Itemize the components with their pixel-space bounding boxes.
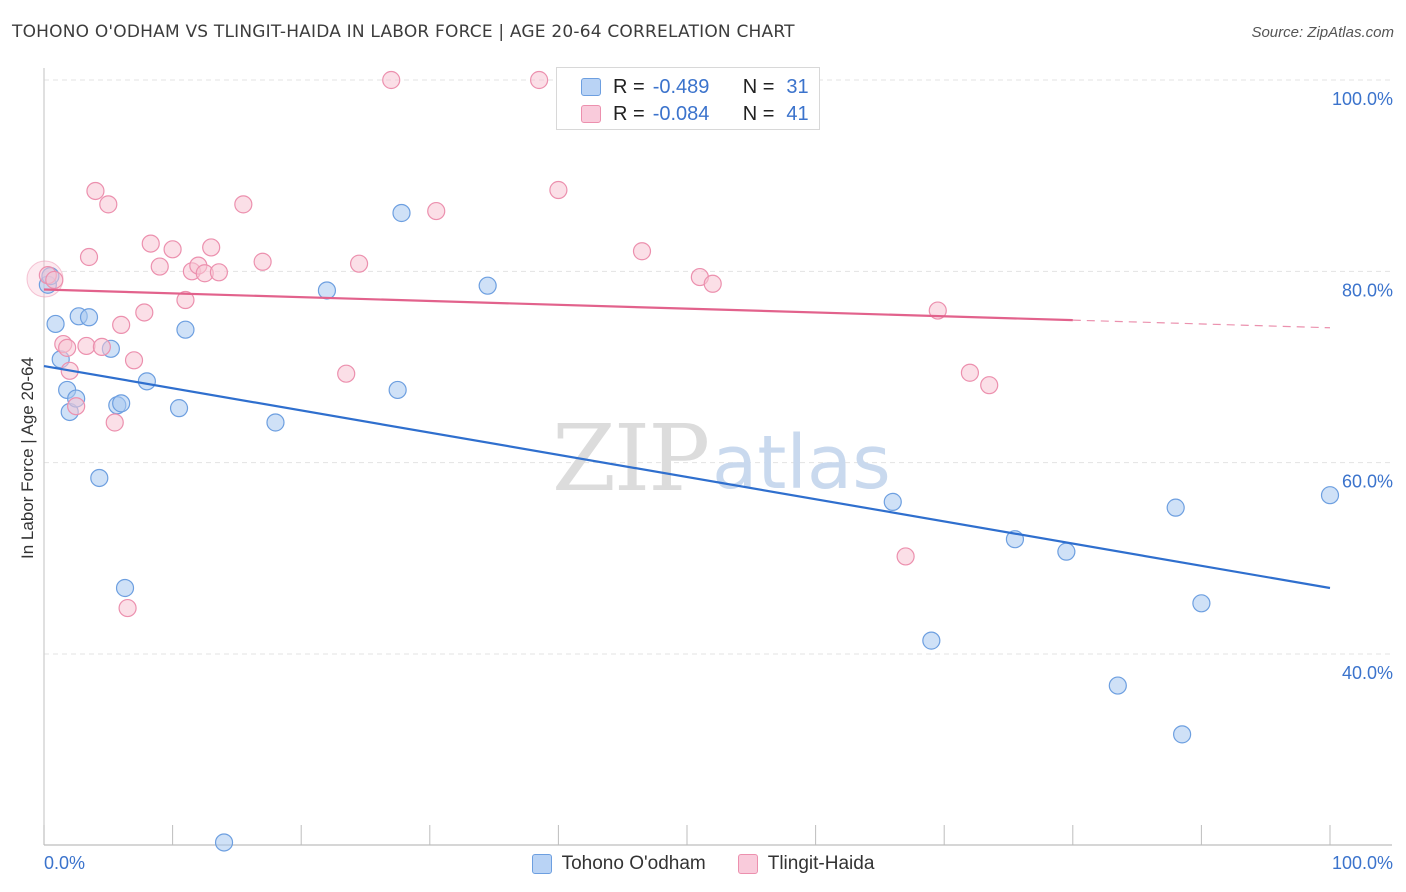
tohono-point bbox=[1173, 725, 1192, 744]
tohono-point bbox=[214, 833, 234, 852]
tlingit-point bbox=[349, 254, 369, 273]
tlingit-point bbox=[124, 351, 144, 370]
tlingit-r-value: -0.084 bbox=[652, 102, 710, 125]
y-axis-label: In Labor Force | Age 20-64 bbox=[18, 357, 37, 559]
legend-row-tohono: R = -0.489 N = 31 bbox=[581, 73, 809, 101]
tlingit-point bbox=[58, 338, 77, 357]
tohono-point bbox=[317, 281, 337, 300]
tohono-point bbox=[266, 413, 285, 432]
tohono-point bbox=[112, 394, 131, 413]
r-label: R = bbox=[613, 102, 645, 125]
tlingit-point bbox=[980, 376, 999, 395]
tohono-point bbox=[137, 372, 156, 391]
tlingit-point bbox=[209, 263, 228, 282]
tohono-point bbox=[392, 203, 411, 223]
tohono-point bbox=[1057, 542, 1076, 561]
n-label: N = bbox=[742, 102, 775, 125]
tohono-point bbox=[115, 578, 135, 598]
data-points bbox=[26, 70, 1340, 852]
series-legend: Tohono O'odham Tlingit-Haida bbox=[0, 850, 1406, 878]
y-tick-label: 80.0% bbox=[1342, 280, 1393, 300]
tohono-point bbox=[46, 314, 65, 334]
tlingit-trend-line bbox=[43, 288, 1073, 322]
tohono-point bbox=[79, 308, 99, 327]
tohono-point bbox=[922, 631, 941, 650]
tlingit-point bbox=[632, 242, 652, 261]
tlingit-point bbox=[150, 257, 169, 276]
legend-row-tlingit: R = -0.084 N = 41 bbox=[581, 100, 809, 128]
tohono-swatch bbox=[531, 854, 552, 874]
tlingit-point bbox=[427, 201, 446, 221]
tohono-point bbox=[169, 399, 189, 418]
y-tick-label: 100.0% bbox=[1332, 89, 1393, 109]
tick-labels: 40.0% 60.0% 80.0% 100.0% 0.0% 100.0% bbox=[44, 89, 1393, 873]
tohono-trend-line bbox=[43, 364, 1331, 590]
tlingit-point bbox=[92, 337, 111, 357]
tlingit-point bbox=[141, 234, 160, 253]
n-label: N = bbox=[742, 75, 775, 98]
tohono-point bbox=[883, 492, 902, 511]
tlingit-point bbox=[86, 181, 105, 201]
x-tick-label-max: 100.0% bbox=[1332, 853, 1393, 873]
tlingit-n-value: 41 bbox=[786, 102, 809, 125]
tlingit-point bbox=[253, 252, 272, 271]
legend-item-tohono[interactable]: Tohono O'odham bbox=[531, 853, 706, 875]
tlingit-point bbox=[99, 195, 118, 214]
r-label: R = bbox=[613, 75, 645, 98]
tlingit-point bbox=[135, 303, 154, 322]
tlingit-swatch bbox=[581, 105, 601, 123]
tohono-point bbox=[1108, 676, 1127, 695]
legend-item-tlingit[interactable]: Tlingit-Haida bbox=[737, 853, 875, 875]
tohono-point bbox=[388, 380, 407, 400]
tohono-point bbox=[1320, 486, 1340, 505]
tlingit-point bbox=[79, 247, 99, 267]
watermark: ZIP atlas bbox=[552, 405, 891, 512]
tohono-point bbox=[90, 468, 109, 488]
x-tick-label-min: 0.0% bbox=[44, 853, 85, 873]
tlingit-swatch bbox=[737, 854, 758, 874]
tlingit-point bbox=[118, 598, 137, 618]
legend-label-tlingit: Tlingit-Haida bbox=[767, 853, 875, 874]
tlingit-point bbox=[549, 180, 568, 200]
tlingit-point bbox=[337, 364, 356, 383]
chart-title: TOHONO O'ODHAM VS TLINGIT-HAIDA IN LABOR… bbox=[12, 22, 795, 42]
tlingit-point bbox=[77, 336, 96, 356]
trend-lines bbox=[43, 288, 1331, 590]
tlingit-point bbox=[105, 413, 124, 432]
tohono-point bbox=[1166, 498, 1185, 517]
tohono-point bbox=[1192, 594, 1211, 613]
tohono-swatch bbox=[581, 78, 601, 96]
tlingit-point bbox=[928, 301, 947, 320]
tlingit-point bbox=[234, 195, 253, 214]
tlingit-point bbox=[896, 547, 915, 566]
tlingit-point bbox=[163, 240, 182, 259]
tlingit-point bbox=[703, 274, 722, 293]
legend-label-tohono: Tohono O'odham bbox=[561, 853, 706, 874]
tohono-n-value: 31 bbox=[786, 75, 809, 98]
tohono-r-value: -0.489 bbox=[652, 75, 710, 98]
tlingit-point bbox=[67, 397, 86, 416]
tlingit-point bbox=[112, 315, 131, 335]
gridlines bbox=[44, 79, 1392, 655]
correlation-legend: R = -0.489 N = 31 R = -0.084 N = 41 bbox=[556, 67, 820, 130]
tohono-point bbox=[478, 276, 497, 295]
tlingit-point bbox=[45, 270, 64, 290]
watermark-atlas: atlas bbox=[712, 420, 891, 506]
tlingit-trend-extension bbox=[1072, 319, 1331, 329]
tlingit-point bbox=[530, 70, 549, 90]
tlingit-point bbox=[382, 70, 401, 90]
tohono-point bbox=[176, 320, 195, 339]
tlingit-point bbox=[202, 238, 221, 257]
axes bbox=[43, 68, 1392, 846]
tlingit-point bbox=[960, 363, 980, 382]
tlingit-point bbox=[176, 290, 195, 310]
y-tick-label: 40.0% bbox=[1342, 663, 1393, 683]
source-label: Source: ZipAtlas.com bbox=[1251, 24, 1394, 41]
y-tick-label: 60.0% bbox=[1342, 472, 1393, 492]
